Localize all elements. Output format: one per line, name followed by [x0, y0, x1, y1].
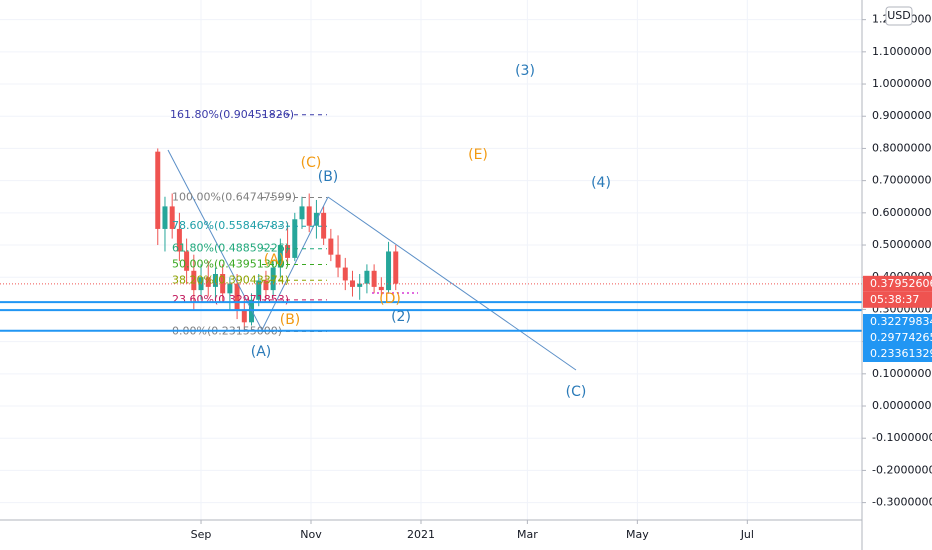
candle-body	[205, 277, 211, 287]
line-price-label: 0.29774265	[870, 331, 932, 344]
candle-body	[321, 212, 327, 239]
wave-label: (B)	[280, 312, 301, 328]
candle-body	[277, 245, 283, 268]
fib-label: 161.80%(0.90451826)	[170, 108, 294, 121]
candle-body	[176, 228, 182, 252]
y-tick-label: 0.80000000	[872, 141, 932, 154]
last-price-label: 0.37952606	[870, 277, 932, 290]
last-price-label-badge	[863, 275, 932, 292]
overlay: 161.80%(0.90451826) 100.00%(0.64747599) 78…	[0, 63, 862, 400]
candle-body	[393, 251, 399, 284]
y-tick-label: 0.60000000	[872, 206, 932, 219]
currency[interactable]: USD	[887, 9, 911, 22]
x-tick-label: May	[626, 528, 649, 541]
fib-label: 38.20%(0.39043374)	[172, 273, 289, 286]
line-price-label-badge	[863, 330, 932, 346]
candle-body	[162, 206, 168, 229]
y-tick-label: 1.10000000	[872, 45, 932, 58]
x-tick-label: Sep	[191, 528, 212, 541]
candles	[155, 148, 399, 332]
y-tick-label: -0.30000000	[872, 496, 932, 509]
fib-label: 78.60%(0.55846783)	[172, 219, 289, 232]
candle-body	[256, 280, 262, 300]
wave-label: (A)	[264, 252, 285, 268]
line-price-label: 0.23361329	[870, 347, 932, 360]
candle-body	[328, 238, 334, 255]
y-tick-label: 0.50000000	[872, 238, 932, 251]
trend-line	[261, 196, 329, 331]
wave-label: (A)	[251, 344, 272, 360]
wave-label: (E)	[468, 147, 488, 163]
candle-body	[306, 206, 312, 226]
wave-label: (2)	[391, 309, 411, 325]
line-price-label-badge	[863, 314, 932, 330]
x-tick-label: Nov	[300, 528, 322, 541]
candle-body	[292, 219, 298, 258]
candle-body	[349, 280, 355, 287]
candle-body	[270, 267, 276, 291]
fib-label: 23.60%(0.32971853)	[172, 293, 289, 306]
candle-body	[371, 270, 377, 287]
currency-button[interactable]	[885, 6, 913, 26]
candle-body	[212, 274, 218, 287]
candle-body	[169, 206, 175, 229]
candle-body	[184, 251, 190, 271]
fib-label: 61.80%(0.48859226)	[172, 242, 289, 255]
countdown-badge	[863, 291, 932, 308]
candle-body	[378, 286, 384, 291]
fib-label: 100.00%(0.64747599)	[172, 191, 296, 204]
price-axis	[862, 0, 932, 550]
candle-body	[342, 267, 348, 281]
candle-body	[364, 270, 370, 284]
x-tick-label: 2021	[407, 528, 435, 541]
y-tick-label: -0.10000000	[872, 431, 932, 444]
line-price-label: 0.32279834	[870, 315, 932, 328]
y-tick-label: -0.20000000	[872, 463, 932, 476]
y-tick-label: 0.10000000	[872, 367, 932, 380]
grid	[0, 0, 862, 520]
wave-label: (C)	[566, 384, 587, 400]
trend-line	[167, 149, 263, 331]
y-tick-label: 0.70000000	[872, 174, 932, 187]
y-tick-label: 0.90000000	[872, 109, 932, 122]
candle-body	[335, 254, 341, 268]
candle-body	[234, 283, 240, 310]
trend-line	[327, 196, 577, 371]
fib-label: 50.00%(0.43951300)	[172, 258, 289, 271]
candle-body	[191, 270, 197, 291]
candle-body	[357, 283, 363, 287]
y-tick-label: 1.00000000	[872, 77, 932, 90]
candle-body	[386, 251, 392, 291]
candle-body	[299, 206, 305, 220]
countdown: 05:38:37	[870, 293, 919, 306]
x-tick-label: Mar	[517, 528, 538, 541]
line-price-label-badge	[863, 346, 932, 362]
y-tick-label: 0.00000000	[872, 399, 932, 412]
candle-body	[285, 245, 291, 258]
wave-label: (3)	[515, 63, 535, 79]
wave-label: (B)	[318, 169, 339, 185]
wave-label: (D)	[379, 291, 401, 307]
x-tick-label: Jul	[740, 528, 754, 541]
candle-body	[155, 151, 161, 229]
candle-body	[241, 309, 247, 323]
wave-label: (C)	[301, 155, 322, 171]
drawings	[167, 149, 577, 371]
candle-body	[263, 280, 269, 291]
candle-body	[227, 283, 233, 294]
wave-label: (4)	[591, 175, 611, 191]
